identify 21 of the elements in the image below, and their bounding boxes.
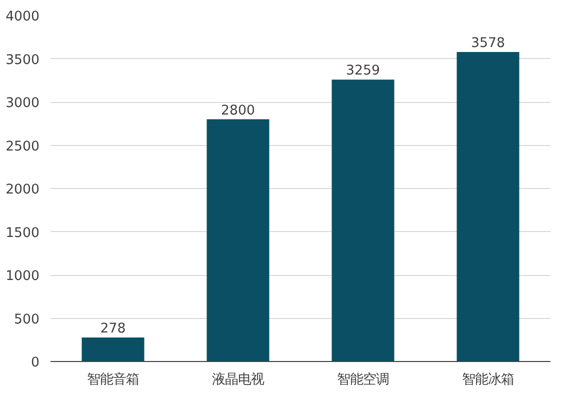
bar	[82, 337, 144, 362]
data-label: 278	[100, 321, 126, 336]
x-tick-label: 智能冰箱	[462, 372, 514, 388]
y-tick-label: 4000	[6, 10, 40, 24]
x-tick-label: 液晶电视	[212, 372, 264, 388]
x-tick-label: 智能音箱	[87, 372, 139, 388]
data-label: 3259	[346, 64, 380, 79]
data-label: 3578	[471, 36, 505, 52]
bar	[332, 80, 394, 362]
y-tick-label: 3500	[6, 52, 40, 68]
y-tick-label: 3000	[6, 96, 40, 111]
y-tick-label: 1500	[6, 226, 40, 241]
y-tick-label: 1000	[6, 269, 40, 284]
y-tick-label: 2500	[6, 139, 40, 154]
x-tick-label: 智能空调	[337, 372, 389, 388]
data-label: 2800	[221, 103, 255, 118]
bar	[206, 119, 270, 362]
y-tick-label: 2000	[6, 182, 40, 198]
bar	[456, 52, 520, 362]
y-tick-label: 0	[31, 356, 40, 370]
y-tick-label: 500	[14, 312, 40, 328]
